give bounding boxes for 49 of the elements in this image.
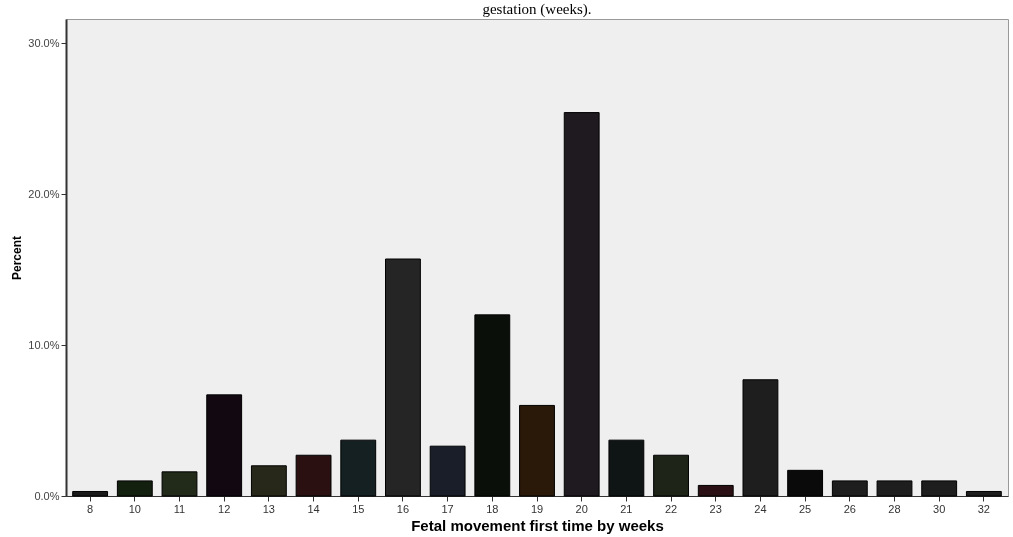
bar bbox=[653, 454, 689, 497]
y-tick-label: 0.0% bbox=[34, 489, 60, 502]
y-tick-label: 20.0% bbox=[28, 187, 60, 200]
x-tick-label: 20 bbox=[575, 502, 588, 515]
chart-title: gestation (weeks). bbox=[482, 1, 592, 18]
bar bbox=[474, 314, 511, 497]
x-tick-label: 16 bbox=[396, 502, 410, 515]
x-tick-label: 19 bbox=[530, 502, 544, 515]
x-axis-title: Fetal movement first time by weeks bbox=[411, 516, 664, 534]
x-tick-label: 11 bbox=[173, 502, 186, 515]
x-tick-label: 12 bbox=[218, 502, 231, 515]
y-tick-label: 10.0% bbox=[28, 338, 60, 351]
x-tick-label: 22 bbox=[664, 502, 678, 515]
x-tick-label: 32 bbox=[977, 502, 990, 515]
x-tick-label: 14 bbox=[307, 502, 320, 515]
bar bbox=[742, 379, 779, 497]
x-tick-label: 17 bbox=[441, 502, 454, 515]
x-tick-label: 10 bbox=[128, 502, 141, 515]
bar bbox=[72, 490, 109, 497]
bar bbox=[295, 454, 332, 497]
bar bbox=[429, 445, 466, 497]
x-tick-label: 28 bbox=[888, 502, 901, 515]
x-tick-label: 23 bbox=[709, 502, 722, 515]
bar bbox=[250, 465, 287, 497]
bar bbox=[831, 480, 868, 497]
bar bbox=[608, 439, 645, 497]
x-tick-label: 18 bbox=[486, 502, 499, 515]
bar bbox=[787, 469, 824, 497]
bar bbox=[697, 484, 734, 497]
y-tick-label: 30.0% bbox=[28, 36, 60, 49]
x-tick-label: 25 bbox=[799, 502, 812, 515]
bar bbox=[563, 112, 600, 497]
x-tick-label: 15 bbox=[352, 502, 365, 515]
bar bbox=[116, 480, 153, 497]
x-tick-label: 24 bbox=[754, 502, 767, 515]
x-tick-label: 30 bbox=[933, 502, 946, 515]
bar bbox=[519, 404, 555, 497]
y-axis-title: Percent bbox=[10, 235, 25, 281]
bar bbox=[921, 480, 958, 497]
x-tick-label: 13 bbox=[262, 502, 275, 515]
bar bbox=[385, 258, 421, 497]
bar bbox=[340, 439, 377, 497]
x-tick-label: 21 bbox=[620, 502, 633, 515]
bar bbox=[876, 480, 913, 497]
bar bbox=[161, 471, 198, 497]
bar bbox=[206, 394, 243, 497]
x-tick-label: 8 bbox=[87, 502, 94, 515]
bar bbox=[965, 490, 1002, 497]
x-tick-label: 26 bbox=[843, 502, 856, 515]
